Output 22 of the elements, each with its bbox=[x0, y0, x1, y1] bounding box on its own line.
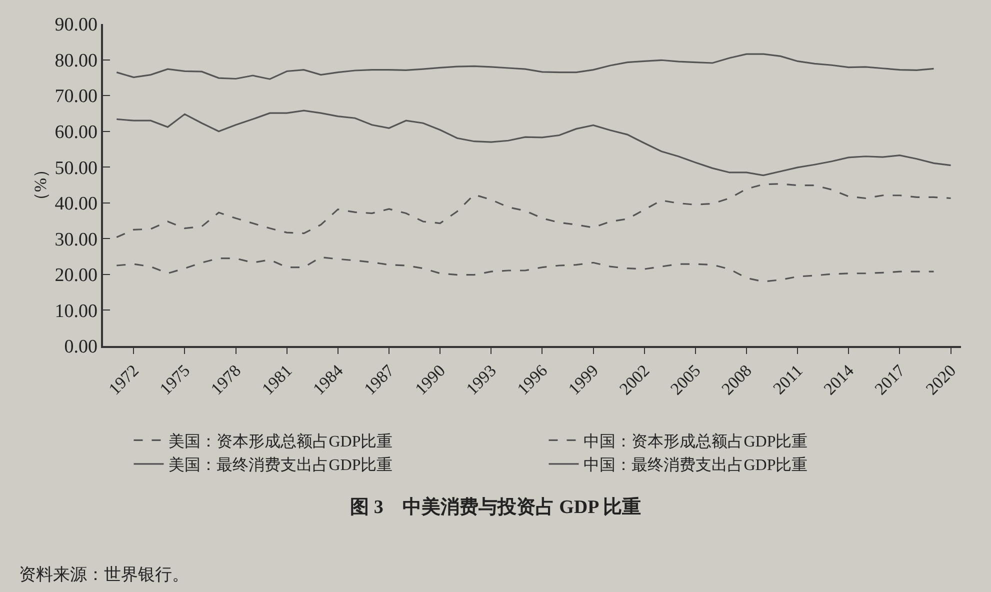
line-series bbox=[116, 256, 935, 282]
legend-label: 美国：最终消费支出占GDP比重 bbox=[168, 456, 393, 474]
line-series bbox=[116, 183, 952, 238]
y-tick-label: 70.00 bbox=[54, 86, 98, 108]
legend-label: 中国：最终消费支出占GDP比重 bbox=[584, 456, 808, 474]
legend-label: 美国：资本形成总额占GDP比重 bbox=[168, 432, 393, 450]
y-tick-label: 50.00 bbox=[54, 158, 98, 179]
y-tick-label: 60.00 bbox=[54, 122, 98, 143]
y-tick-label: 30.00 bbox=[54, 229, 98, 250]
y-tick-label: 0.00 bbox=[64, 336, 98, 358]
text: 图 3 中美消费与投资占 GDP 比重 bbox=[350, 496, 641, 518]
y-tick-label: 20.00 bbox=[54, 265, 98, 286]
y-tick-label: 10.00 bbox=[54, 300, 98, 322]
text: 资料来源：世界银行。 bbox=[19, 565, 189, 584]
y-axis-title: （%） bbox=[30, 160, 50, 210]
y-tick-label: 40.00 bbox=[54, 194, 98, 215]
line-series bbox=[116, 53, 935, 80]
legend-label: 中国：资本形成总额占GDP比重 bbox=[584, 432, 808, 450]
y-tick-label: 90.00 bbox=[54, 14, 98, 36]
x-tick-label: 2011 bbox=[769, 361, 806, 398]
line-series bbox=[116, 110, 952, 176]
y-tick-label: 80.00 bbox=[54, 50, 98, 72]
